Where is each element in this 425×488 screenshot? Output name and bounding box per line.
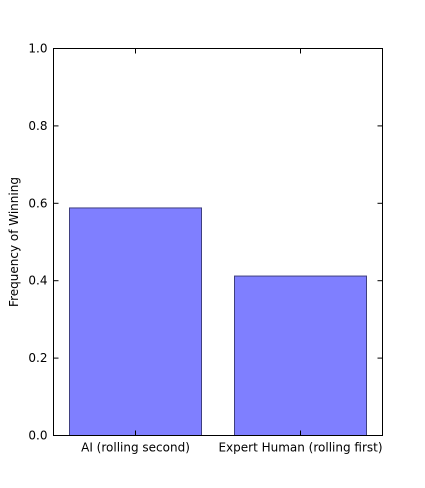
y-axis-label: Frequency of Winning bbox=[7, 177, 21, 307]
x-tick-label-0: AI (rolling second) bbox=[81, 441, 190, 455]
y-tick-label-2: 0.4 bbox=[28, 274, 47, 288]
bar-1 bbox=[234, 275, 367, 436]
bar-0 bbox=[69, 207, 202, 436]
plot-frame bbox=[53, 48, 383, 436]
y-tick-label-4: 0.8 bbox=[28, 119, 47, 133]
y-tick-label-3: 0.6 bbox=[28, 196, 47, 210]
y-tick-label-5: 1.0 bbox=[28, 42, 47, 56]
x-axis-ticks: AI (rolling second) Expert Human (rolling… bbox=[81, 48, 383, 455]
y-axis-ticks: 0.0 0.2 0.4 0.6 0.8 1.0 bbox=[28, 42, 383, 443]
bars-layer bbox=[69, 207, 367, 436]
y-tick-label-1: 0.2 bbox=[28, 351, 47, 365]
y-tick-label-0: 0.0 bbox=[28, 429, 47, 443]
x-tick-label-1: Expert Human (rolling first) bbox=[218, 441, 382, 455]
